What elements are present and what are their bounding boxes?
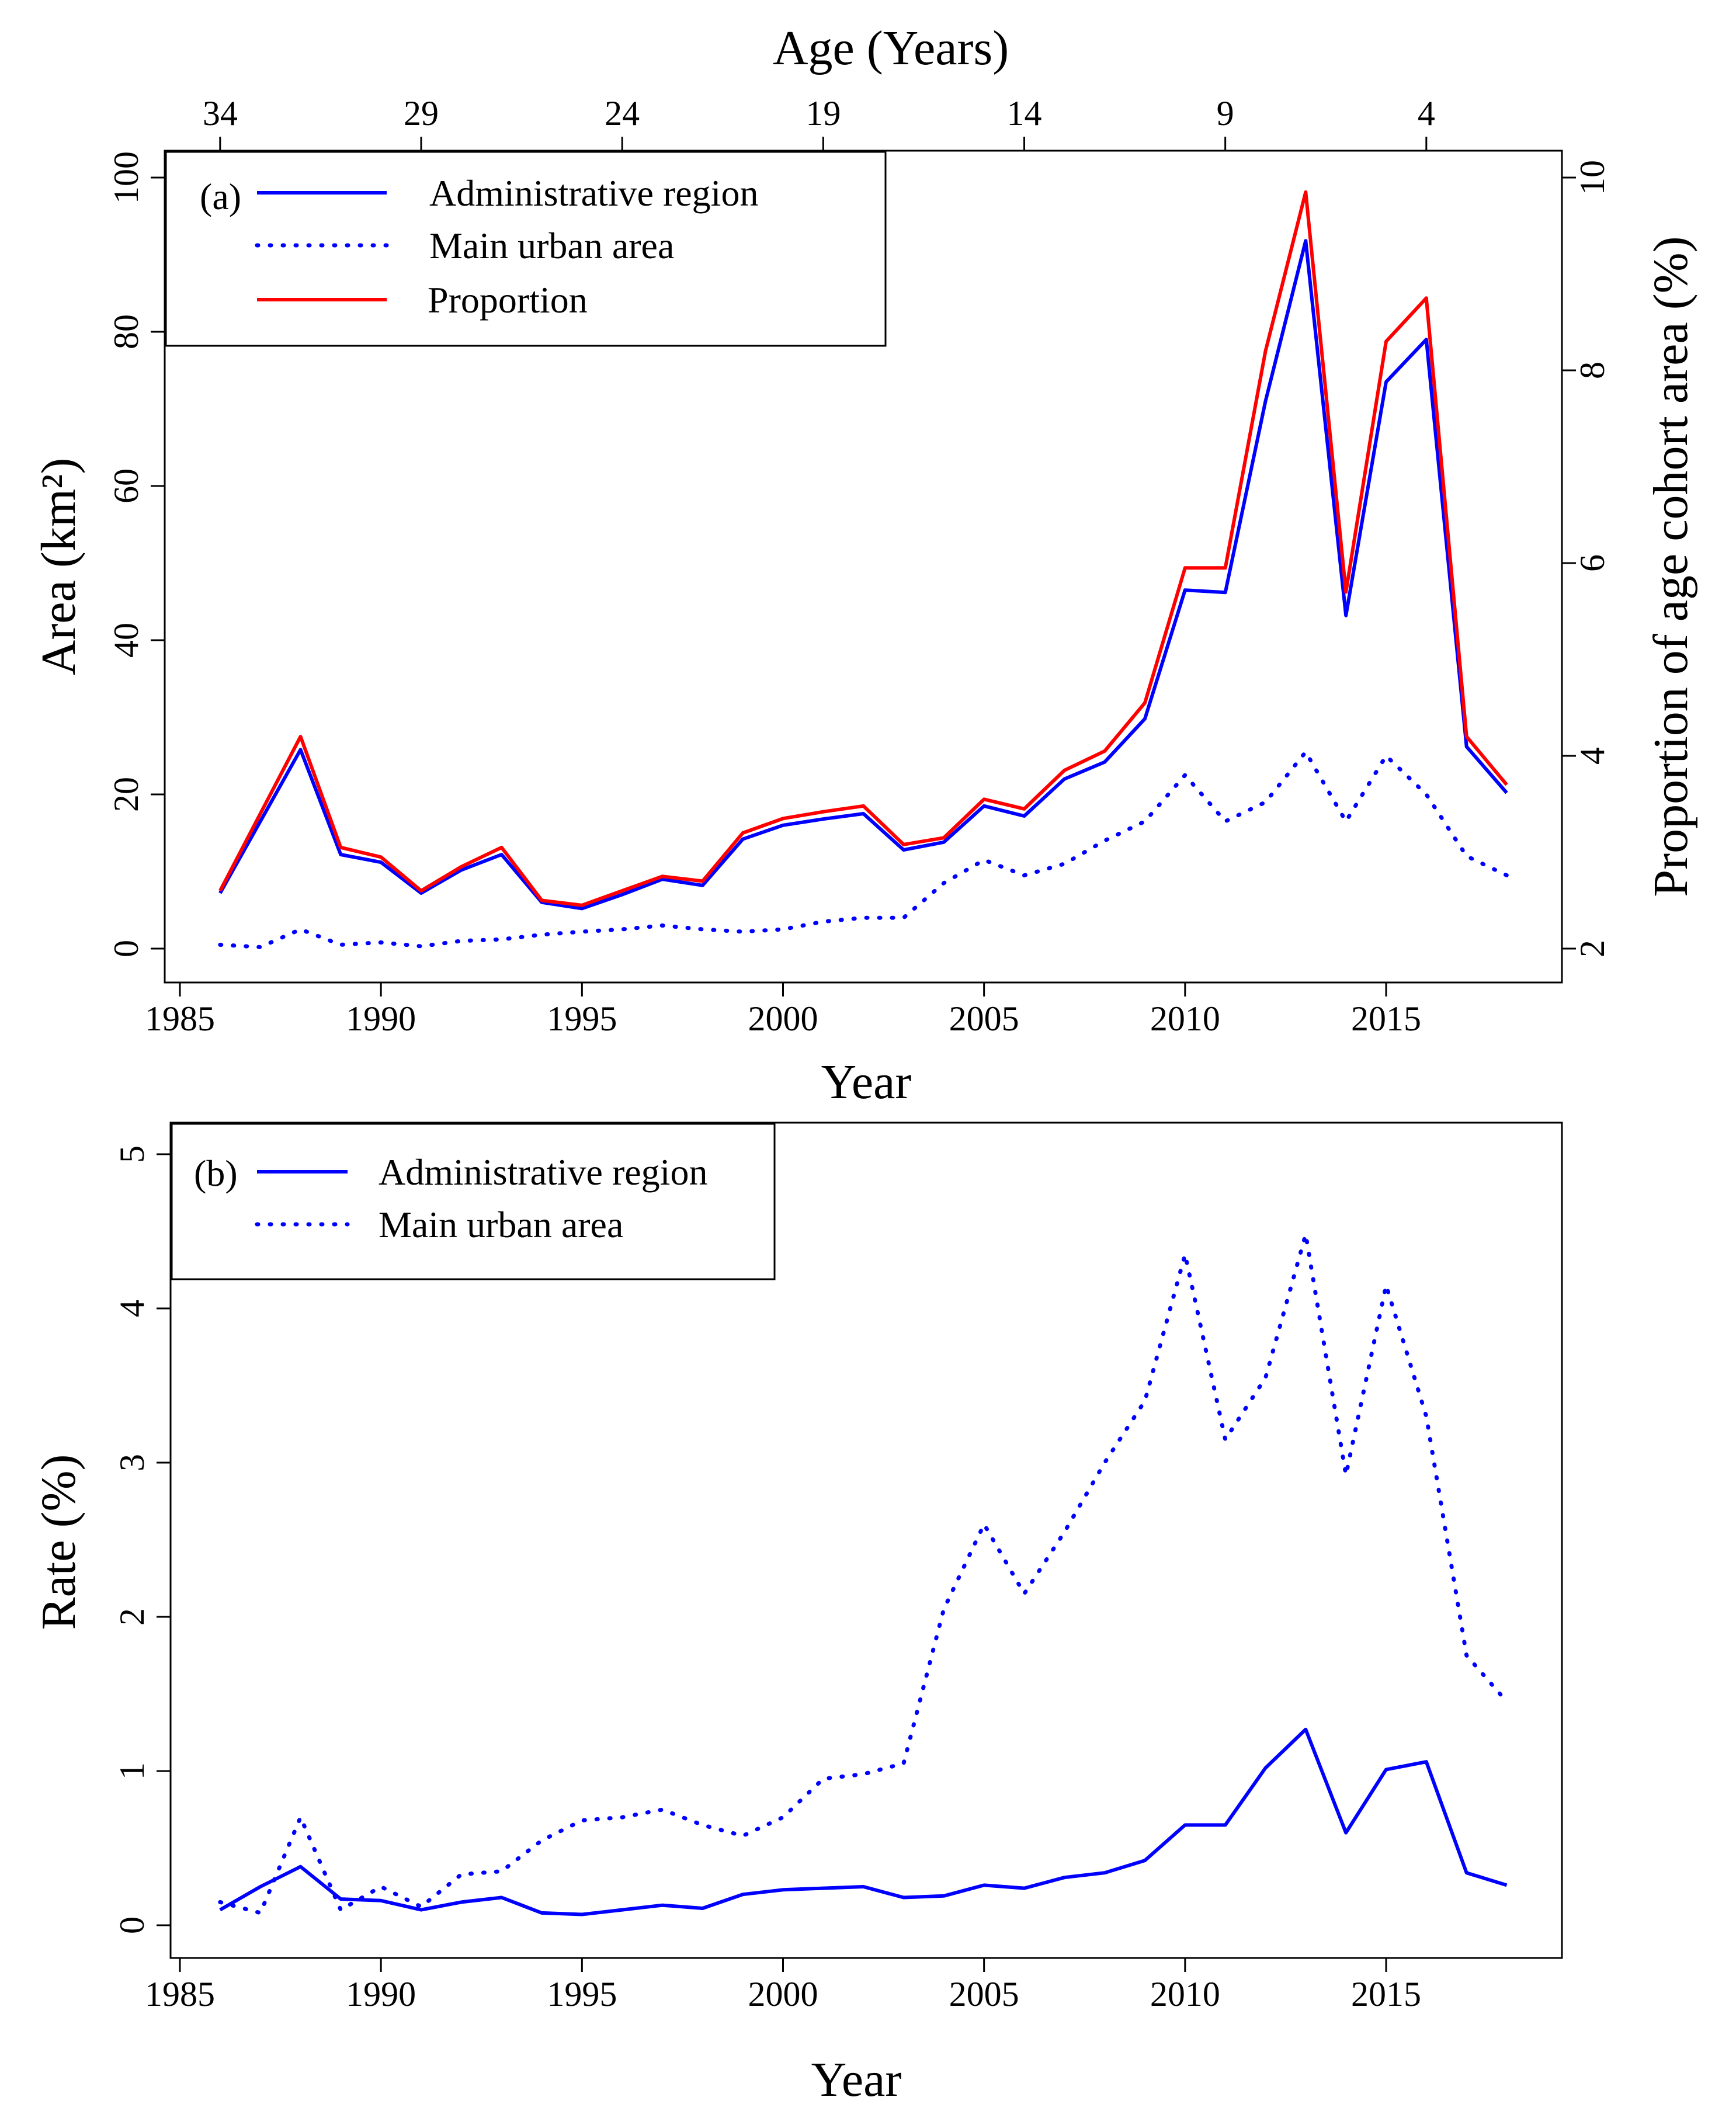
x-axis-ticks-b: 1985 1990 1995 2000 2005 2010 2015: [145, 1958, 1421, 2013]
y-axis-ticks-a: 0 20 40 60 80 100: [107, 151, 165, 957]
legend-label-urban-b: Main urban area: [379, 1204, 623, 1245]
series-line-administrative-region: [219, 1727, 1508, 1916]
panel-b: Rate (%) Year 1985 1990 1995 2000 2005 2010 20…: [32, 1122, 1563, 2107]
x-tick-label: 2010: [1150, 999, 1220, 1038]
legend-label-proportion-a: Proportion: [428, 279, 588, 321]
y-tick-label: 2: [113, 1608, 151, 1626]
y2-tick-label: 8: [1573, 362, 1612, 379]
top-tick-label: 29: [404, 94, 439, 133]
legend-label-admin-a: Administrative region: [429, 172, 758, 214]
y-tick-label: 80: [107, 314, 145, 349]
y-tick-label: 4: [113, 1300, 151, 1317]
x-tick-label: 1990: [346, 999, 416, 1038]
y-axis-title-b: Rate (%): [32, 1454, 86, 1630]
top-tick-label: 19: [805, 94, 841, 133]
legend-a: (a) Administrative region Main urban are…: [165, 151, 887, 347]
x-axis-title-b: Year: [811, 2053, 902, 2107]
top-tick-label: 9: [1217, 94, 1234, 133]
top-tick-label: 34: [203, 94, 238, 133]
x-tick-label: 2000: [748, 1975, 818, 2013]
y-tick-label: 5: [113, 1145, 151, 1163]
y-tick-label: 3: [113, 1454, 151, 1471]
top-tick-label: 24: [605, 94, 640, 133]
y2-tick-label: 4: [1573, 747, 1612, 765]
top-axis-title: Age (Years): [773, 21, 1009, 75]
series-a: [218, 190, 1509, 949]
panel-label-a: (a): [200, 176, 241, 217]
y-axis-title-a: Area (km²): [32, 458, 86, 676]
x-tick-label: 2010: [1150, 1975, 1220, 2013]
y2-tick-label: 6: [1573, 554, 1612, 572]
series-line-main-urban-area: [218, 1232, 1509, 1915]
plot-frame-a: [164, 150, 1563, 984]
y-axis-ticks-b: 0 1 2 3 4 5: [113, 1145, 171, 1934]
y-tick-label: 0: [113, 1916, 151, 1934]
legend-box-b: [171, 1123, 776, 1280]
series-line-proportion: [218, 190, 1508, 907]
x-axis-title-a: Year: [821, 1055, 912, 1109]
plot-frame-b: [169, 1122, 1563, 1959]
y2-tick-label: 2: [1573, 940, 1612, 957]
x-tick-label: 1985: [145, 1975, 215, 2013]
panel-label-b: (b): [194, 1152, 238, 1194]
x-tick-label: 1985: [145, 999, 215, 1038]
top-axis-ticks: 34 29 24 19 14 9 4: [203, 94, 1435, 151]
legend-label-admin-b: Administrative region: [379, 1151, 707, 1193]
x-tick-label: 1995: [547, 1975, 617, 2013]
y2-axis-ticks-a: 2 4 6 8 10: [1562, 160, 1612, 957]
x-tick-label: 2015: [1351, 999, 1421, 1038]
x-tick-label: 2000: [748, 999, 818, 1038]
top-tick-label: 14: [1007, 94, 1042, 133]
y-tick-label: 40: [107, 623, 145, 658]
legend-box-a: [165, 151, 887, 347]
series-line-main-urban-area: [218, 749, 1509, 949]
legend-b: (b) Administrative region Main urban are…: [171, 1123, 776, 1280]
series-b: [218, 1232, 1509, 1916]
y-tick-label: 20: [107, 777, 145, 812]
y2-tick-label: 10: [1573, 160, 1612, 195]
y-tick-label: 100: [107, 151, 145, 204]
x-tick-label: 2005: [949, 1975, 1019, 2013]
x-tick-label: 2005: [949, 999, 1019, 1038]
x-tick-label: 1995: [547, 999, 617, 1038]
y-tick-label: 1: [113, 1762, 151, 1780]
y-tick-label: 0: [107, 940, 145, 957]
x-tick-label: 1990: [346, 1975, 416, 2013]
top-tick-label: 4: [1418, 94, 1435, 133]
legend-label-urban-a: Main urban area: [429, 225, 674, 266]
y2-axis-title-a: Proportion of age cohort area (%): [1644, 236, 1698, 897]
series-line-administrative-region: [218, 239, 1508, 911]
y-tick-label: 60: [107, 468, 145, 504]
x-tick-label: 2015: [1351, 1975, 1421, 2013]
x-axis-ticks-a: 1985 1990 1995 2000 2005 2010 2015: [145, 982, 1421, 1038]
panel-a: Age (Years) 34 29 24 19 14 9 4 Area (km²) Prop…: [32, 21, 1698, 1109]
